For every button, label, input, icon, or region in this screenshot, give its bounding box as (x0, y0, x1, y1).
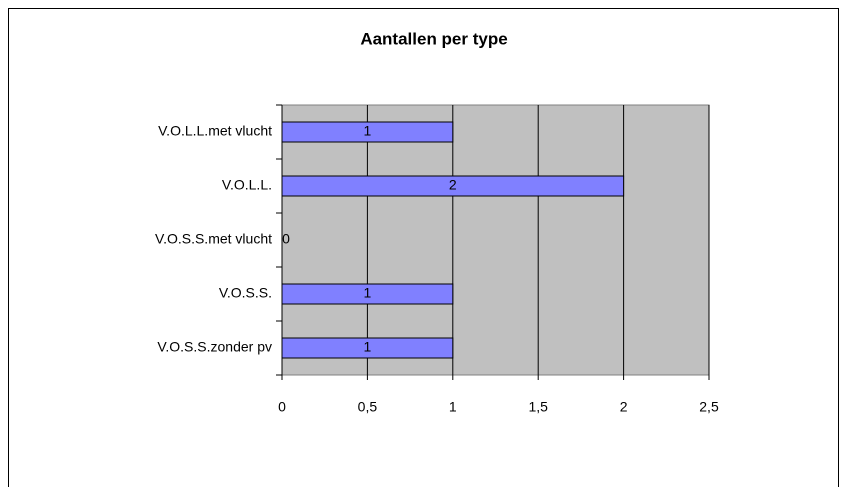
x-tick-label: 0,5 (358, 399, 378, 415)
bar (281, 337, 454, 359)
data-label: 0 (282, 231, 290, 247)
x-tick-label: 2 (620, 399, 628, 415)
data-label: 2 (449, 177, 457, 193)
y-tick-label: V.O.S.S.zonder pv (157, 339, 272, 355)
y-tick-label: V.O.S.S.met vlucht (155, 231, 272, 247)
x-tick-label: 2,5 (699, 399, 719, 415)
y-tick-label: V.O.S.S. (219, 285, 272, 301)
x-tick-label: 0 (278, 399, 286, 415)
plot-area (281, 104, 710, 376)
bar (281, 175, 625, 197)
y-tick-label: V.O.L.L. (222, 177, 272, 193)
y-tick-label: V.O.L.L.met vlucht (158, 123, 272, 139)
data-label: 1 (364, 123, 372, 139)
x-tick-label: 1 (449, 399, 457, 415)
data-label: 1 (364, 285, 372, 301)
bar (281, 283, 454, 305)
bar (281, 121, 454, 143)
chart-title: Aantallen per type (360, 29, 507, 48)
data-label: 1 (364, 339, 372, 355)
x-tick-label: 1,5 (528, 399, 548, 415)
